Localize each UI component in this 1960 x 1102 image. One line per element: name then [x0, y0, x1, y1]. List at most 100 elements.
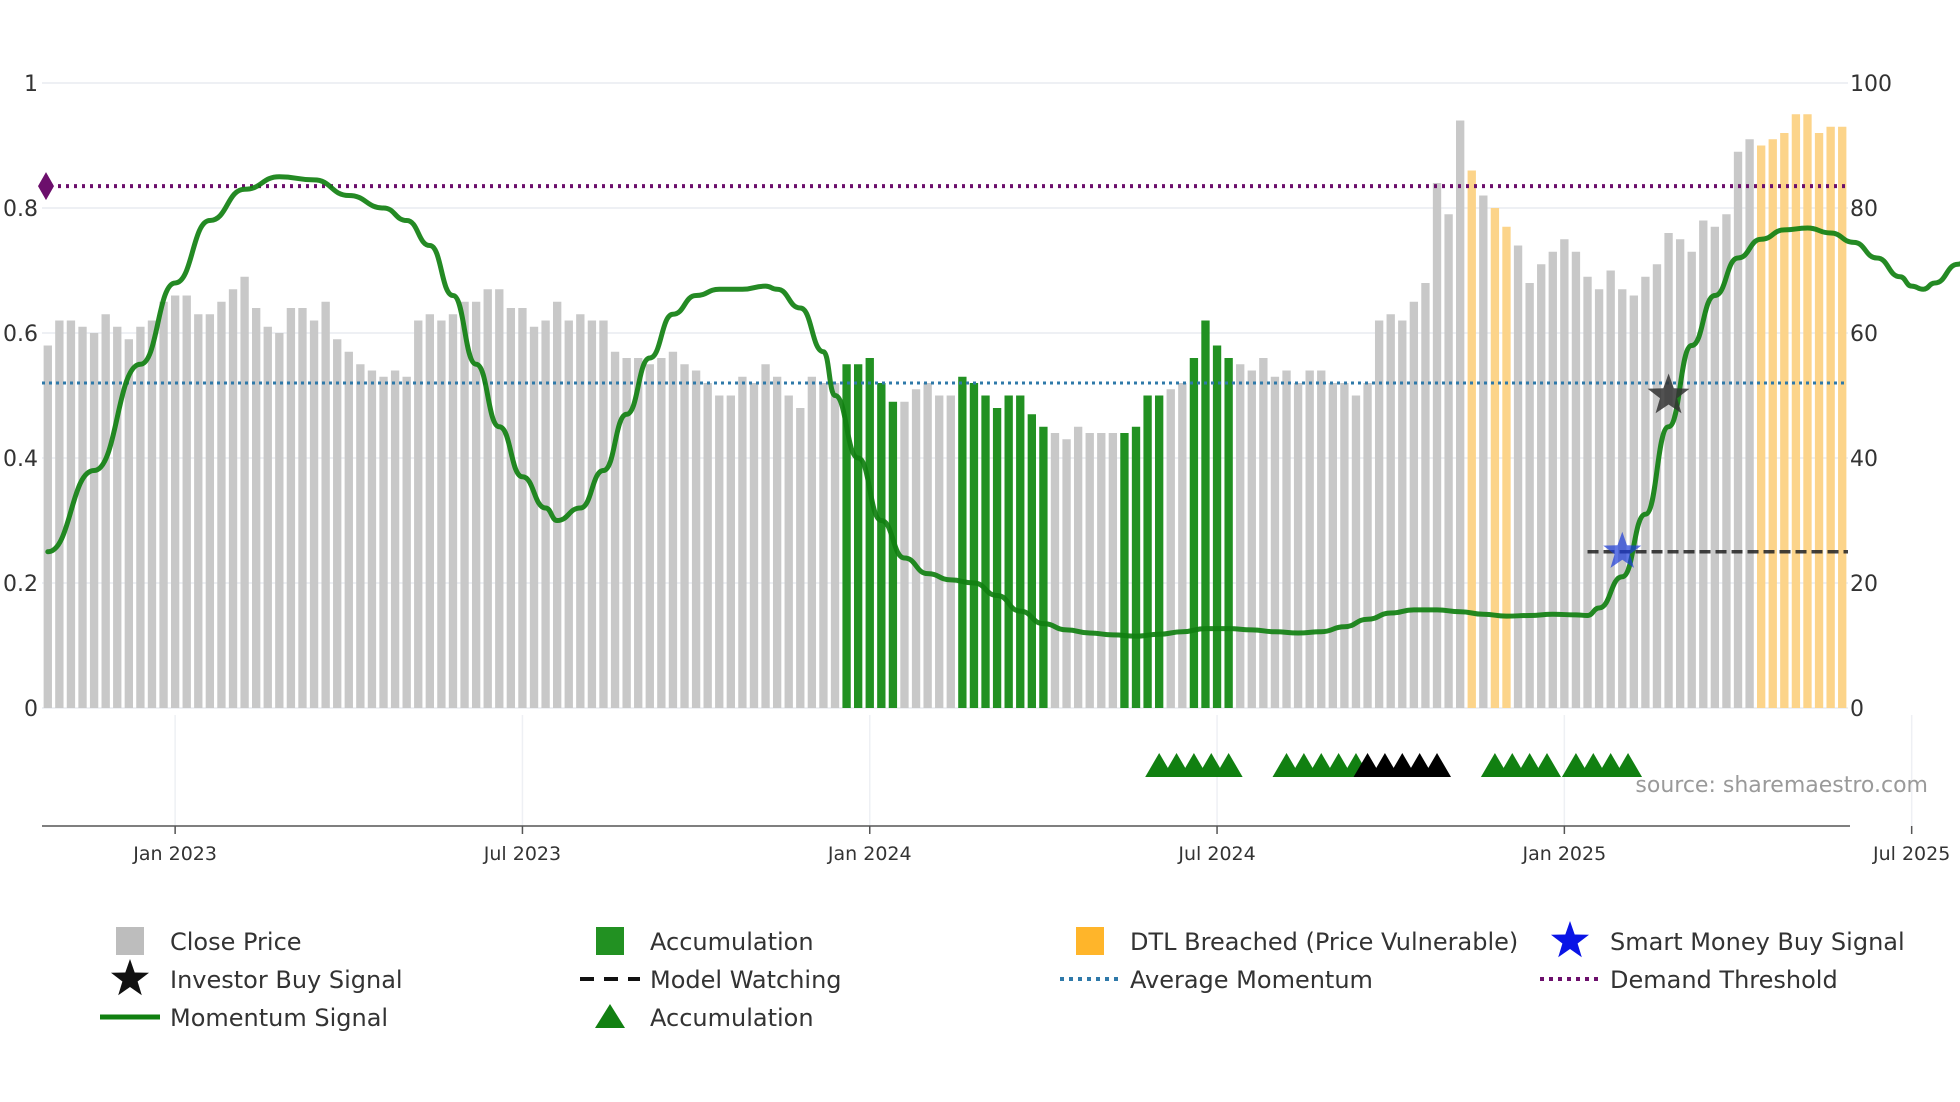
legend-square-icon — [1076, 927, 1104, 955]
close-price-bar — [1768, 139, 1777, 708]
close-price-bar — [1479, 195, 1488, 708]
legend: Close Price Accumulation DTL Breached (Pri… — [100, 921, 1905, 1032]
close-price-bar — [1293, 383, 1303, 708]
close-price-bar — [1629, 295, 1638, 708]
close-price-bar — [1317, 370, 1326, 708]
close-price-bar — [854, 364, 863, 708]
close-price-bar — [784, 395, 793, 708]
legend-item: Investor Buy Signal — [111, 959, 403, 996]
left-axis-tick-label: 0.4 — [3, 447, 38, 472]
x-tick-label: Jul 2025 — [1872, 843, 1950, 865]
legend-label: Investor Buy Signal — [170, 966, 403, 994]
close-price-bar — [275, 333, 284, 708]
close-price-bar — [298, 308, 307, 708]
close-price-bar — [553, 301, 562, 708]
close-price-bar — [1039, 426, 1048, 708]
legend-label: Smart Money Buy Signal — [1610, 928, 1905, 956]
close-price-bar — [1814, 133, 1824, 708]
close-price-bar — [1664, 233, 1673, 708]
legend-triangle-icon — [595, 1004, 625, 1028]
close-price-bar — [89, 333, 99, 708]
close-price-bar — [518, 308, 527, 708]
close-price-bar — [263, 326, 272, 708]
close-price-bar — [1050, 433, 1060, 708]
close-price-bar — [1780, 133, 1789, 708]
close-price-bar — [1363, 383, 1372, 708]
close-price-bar — [1467, 170, 1476, 708]
x-tick-label: Jan 2024 — [827, 843, 912, 865]
legend-label: Accumulation — [650, 928, 814, 956]
legend-label: Accumulation — [650, 1004, 814, 1032]
close-price-bar — [101, 314, 110, 708]
close-price-bar — [1826, 126, 1835, 708]
close-price-bar — [333, 339, 342, 708]
close-price-bar — [819, 383, 828, 708]
close-price-bar — [1525, 283, 1534, 708]
close-price-bar — [761, 364, 770, 708]
close-price-bar — [830, 383, 840, 708]
close-price-bar — [506, 308, 516, 708]
close-price-bar — [1305, 370, 1314, 708]
close-price-bar — [1537, 264, 1546, 708]
close-price-bar — [1016, 395, 1025, 708]
accumulation-triangle — [1614, 753, 1643, 777]
close-price-bar — [1143, 395, 1152, 708]
close-price-bar — [217, 301, 226, 708]
smart-money-buy-signal-star — [1603, 531, 1642, 568]
close-price-bar — [946, 395, 955, 708]
left-axis-tick-label: 0 — [24, 697, 38, 722]
close-price-bar — [1131, 426, 1141, 708]
left-axis-tick-label: 1 — [24, 72, 38, 97]
close-price-bar — [367, 370, 377, 708]
close-price-bar — [657, 358, 666, 708]
close-price-bar — [749, 383, 759, 708]
close-price-bar — [1687, 251, 1696, 708]
close-price-bar — [402, 376, 411, 708]
close-price-bar — [842, 364, 851, 708]
right-axis-tick-label: 20 — [1850, 572, 1878, 597]
close-price-bar — [877, 383, 886, 708]
close-price-bar — [541, 320, 550, 708]
close-price-bar — [599, 320, 608, 708]
close-price-bar — [1432, 183, 1442, 708]
close-price-bar — [1421, 283, 1430, 708]
close-price-bar — [1340, 383, 1349, 708]
close-price-bar — [1490, 208, 1500, 708]
close-price-bar — [680, 364, 689, 708]
close-price-bar — [1120, 433, 1129, 708]
close-price-bar — [981, 395, 990, 708]
signal-lines — [38, 172, 1960, 639]
close-price-bar — [448, 314, 458, 708]
close-price-bar — [124, 339, 133, 708]
close-price-bar — [194, 314, 203, 708]
close-price-bar — [576, 314, 585, 708]
close-price-bar — [1733, 151, 1743, 708]
signal-markers — [1145, 373, 1690, 777]
close-price-bar — [1757, 145, 1766, 708]
demand-threshold-marker — [38, 172, 54, 201]
close-price-bar — [356, 364, 365, 708]
close-price-bar — [1548, 251, 1557, 708]
close-price-bar — [634, 358, 643, 708]
close-price-bar — [437, 320, 446, 708]
close-price-bar — [911, 389, 921, 708]
right-axis-tick-label: 0 — [1850, 697, 1864, 722]
legend-item: Accumulation — [596, 927, 814, 956]
close-price-bar — [1618, 289, 1627, 708]
close-price-bar — [1606, 270, 1615, 708]
legend-item: DTL Breached (Price Vulnerable) — [1076, 927, 1518, 956]
close-price-bar — [1201, 320, 1210, 708]
close-price-bar — [1374, 320, 1384, 708]
close-price-bar — [1178, 383, 1187, 708]
left-axis-tick-label: 0.2 — [3, 572, 38, 597]
close-price-bar — [1803, 114, 1812, 708]
close-price-bar — [1444, 214, 1453, 708]
close-price-bar — [321, 301, 330, 708]
close-price-bar — [992, 408, 1002, 708]
legend-label: Average Momentum — [1130, 966, 1373, 994]
momentum-signal-line — [45, 174, 1960, 639]
close-price-bar — [205, 314, 215, 708]
source-label: source: sharemaestro.com — [1635, 773, 1928, 798]
close-price-bar — [610, 351, 620, 708]
legend-star-icon — [1551, 921, 1589, 958]
